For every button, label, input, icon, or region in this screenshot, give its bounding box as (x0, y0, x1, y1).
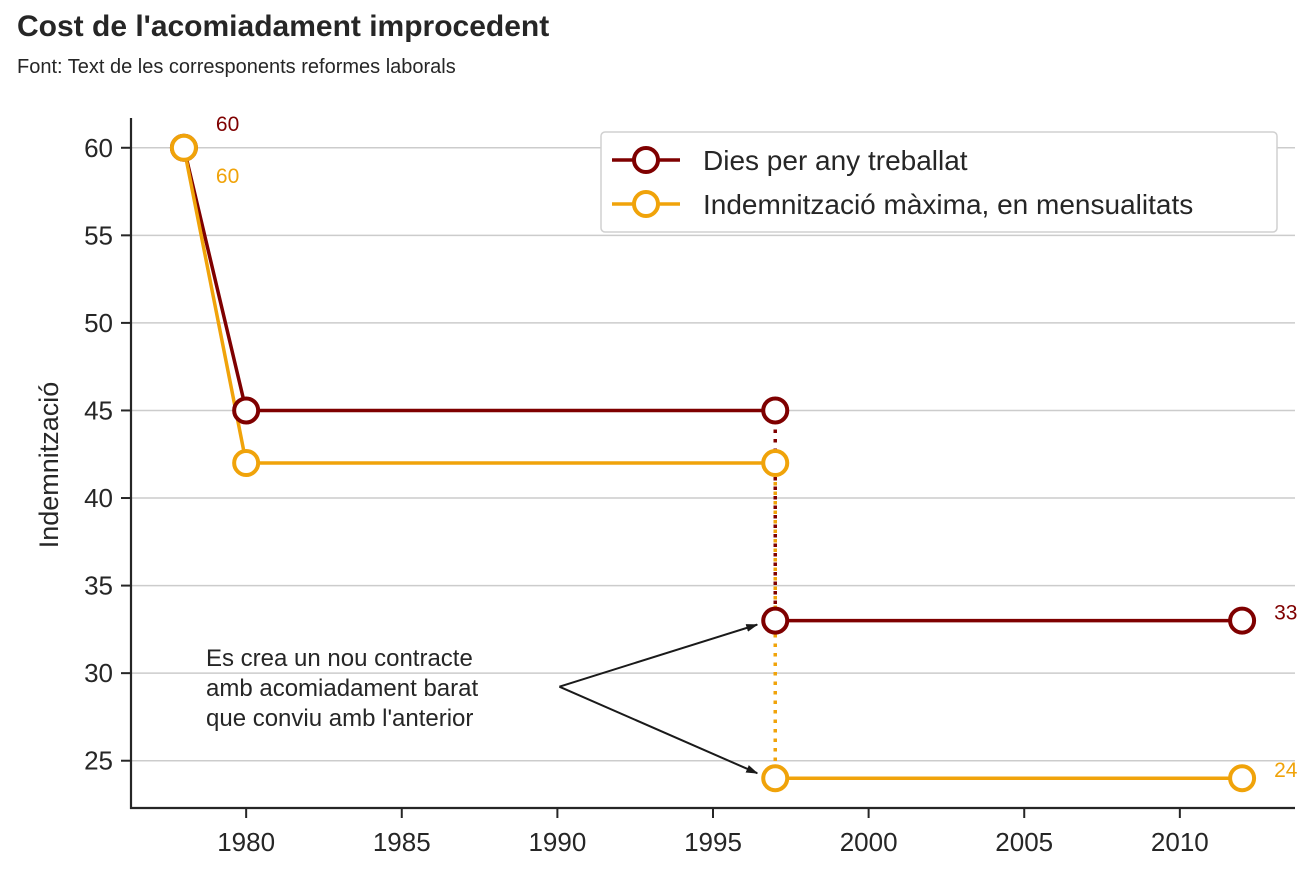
legend-label-1: Indemnització màxima, en mensualitats (703, 189, 1193, 220)
series-0-point-2 (761, 396, 790, 425)
xtick-label-2010: 2010 (1151, 827, 1209, 857)
series-1-point-1 (232, 449, 261, 477)
xtick-label-1980: 1980 (217, 827, 275, 857)
legend-box (600, 131, 1278, 233)
ytick-label-50: 50 (84, 308, 113, 338)
annotation-text-line-0: Es crea un nou contracte (206, 645, 473, 672)
legend: Dies per any treballat Indemnització màxi… (600, 131, 1278, 233)
xtick-label-1985: 1985 (373, 827, 431, 857)
series-1-point-4 (1228, 764, 1257, 793)
data-label-1-0: 60 (216, 165, 239, 188)
xtick-label-2000: 2000 (840, 827, 898, 857)
y-axis-label: Indemnització (34, 382, 64, 549)
ytick-label-55: 55 (84, 220, 113, 250)
data-label-0-0: 60 (216, 113, 239, 136)
data-label-0-1: 33 (1274, 602, 1297, 625)
legend-label-0: Dies per any treballat (703, 145, 968, 176)
legend-marker-1 (632, 190, 660, 218)
chart-title: Cost de l'acomiadament improcedent (17, 10, 550, 43)
annotation-arrow-0 (559, 623, 759, 688)
annotation: Es crea un nou contracte amb acomiadament… (206, 623, 759, 775)
series-layer: 60 33 60 24 (169, 113, 1298, 793)
xtick-label-1990: 1990 (528, 827, 586, 857)
data-label-1-1: 24 (1274, 759, 1298, 782)
ytick-label-60: 60 (84, 133, 113, 163)
series-0-point-3 (761, 606, 790, 635)
chart-subtitle: Font: Text de les corresponents reformes… (17, 56, 456, 78)
series-0-point-4 (1228, 606, 1257, 635)
xtick-label-1995: 1995 (684, 827, 742, 857)
annotation-text-line-1: amb acomiadament barat (206, 675, 478, 702)
xtick-label-2005: 2005 (995, 827, 1053, 857)
ytick-label-45: 45 (84, 395, 113, 425)
series-1-point-2 (761, 449, 790, 477)
legend-marker-0 (632, 146, 660, 174)
ytick-label-40: 40 (84, 483, 113, 513)
series-1-point-0 (169, 133, 198, 162)
series-1-point-3 (761, 764, 790, 793)
annotation-arrow-1 (558, 685, 759, 775)
axes: 25 30 35 40 45 50 55 60 1980 1985 1990 1995 2000 2005… (34, 118, 1295, 857)
series-0-point-1 (232, 396, 261, 425)
ytick-label-25: 25 (84, 746, 113, 776)
ytick-label-30: 30 (84, 658, 113, 688)
annotation-text-line-2: que conviu amb l'anterior (206, 705, 473, 732)
ytick-label-35: 35 (84, 571, 113, 601)
